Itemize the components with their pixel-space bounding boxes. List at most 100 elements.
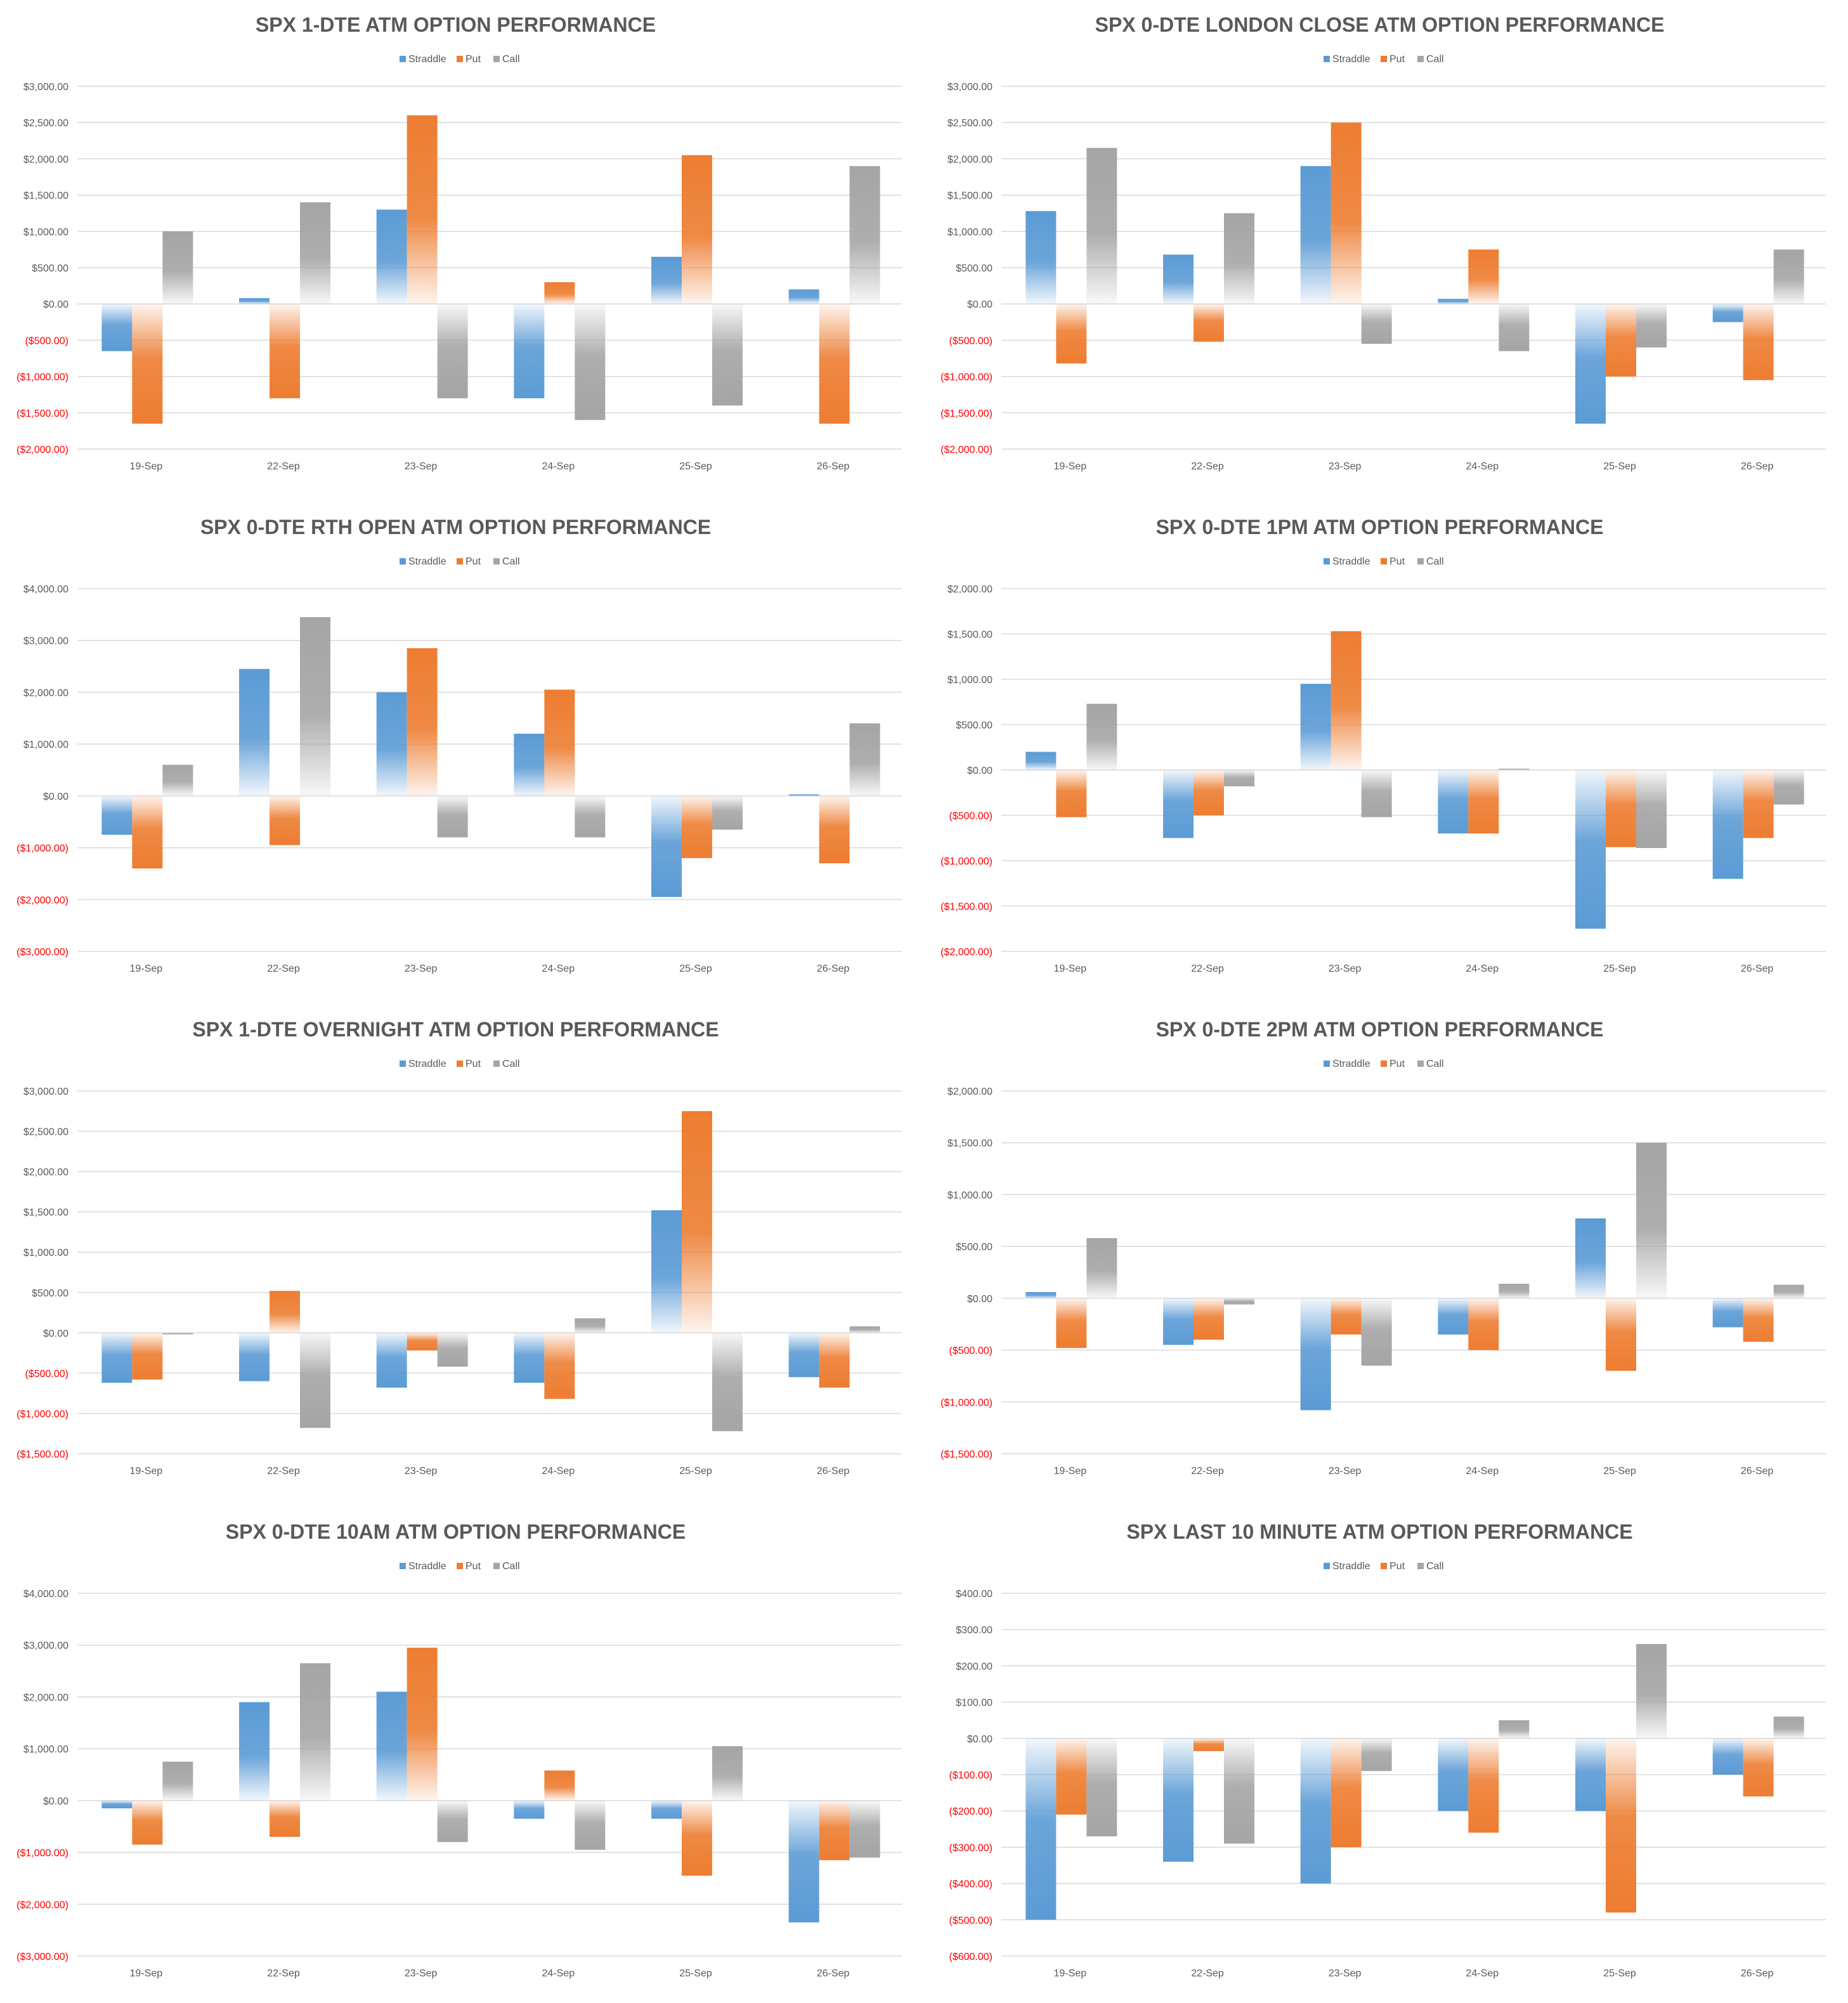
legend-swatch-straddle — [1324, 558, 1330, 564]
y-tick-label: $300.00 — [956, 1625, 992, 1636]
y-tick-label: ($1,000.00) — [16, 1848, 68, 1859]
chart-panel: SPX 0-DTE 2PM ATM OPTION PERFORMANCE Stra… — [924, 1005, 1848, 1501]
y-tick-label: ($1,000.00) — [16, 372, 68, 383]
y-tick-label: $0.00 — [43, 1328, 68, 1339]
legend-label-put: Put — [1389, 1059, 1405, 1069]
y-tick-label: ($600.00) — [949, 1952, 993, 1962]
y-tick-label: ($2,000.00) — [16, 895, 68, 906]
x-tick-label: 19-Sep — [130, 1466, 163, 1477]
legend-label-call: Call — [1426, 556, 1444, 567]
legend-label-put: Put — [465, 1561, 481, 1572]
legend-swatch-put — [1381, 1563, 1387, 1569]
bar-put — [682, 1800, 712, 1876]
bar-straddle — [1025, 1738, 1057, 1920]
bar-call — [162, 1761, 193, 1801]
x-tick-label: 26-Sep — [1741, 461, 1774, 472]
bar-put — [132, 1800, 163, 1845]
bar-put — [270, 1291, 300, 1333]
y-tick-label: ($2,000.00) — [940, 947, 992, 958]
x-tick-label: 22-Sep — [1191, 461, 1224, 472]
bar-put — [1331, 631, 1362, 770]
y-tick-label: ($2,000.00) — [16, 1900, 68, 1910]
bar-straddle — [1712, 1738, 1743, 1775]
chart-panel: SPX 0-DTE RTH OPEN ATM OPTION PERFORMANC… — [0, 502, 924, 998]
chart-panel: SPX 0-DTE 1PM ATM OPTION PERFORMANCE Stra… — [924, 502, 1848, 998]
bar-straddle — [1712, 1298, 1743, 1328]
bar-put — [1194, 1738, 1224, 1751]
bar-call — [300, 202, 330, 304]
bar-straddle — [651, 1210, 682, 1333]
bar-straddle — [1300, 166, 1331, 304]
bar-put — [1468, 1298, 1499, 1350]
bar-straddle — [1575, 304, 1606, 424]
legend-swatch-put — [1381, 558, 1387, 564]
legend-swatch-put — [457, 558, 463, 564]
bar-put — [819, 304, 850, 424]
y-tick-label: $0.00 — [967, 766, 992, 776]
legend-label-call: Call — [1426, 1561, 1444, 1572]
bar-call — [712, 1746, 743, 1801]
bar-call — [1086, 1738, 1117, 1837]
bar-straddle — [1025, 211, 1057, 304]
bar-call — [437, 304, 468, 398]
bar-put — [819, 1800, 850, 1860]
y-tick-label: $1,000.00 — [23, 1248, 68, 1258]
y-tick-label: $2,000.00 — [23, 688, 68, 698]
x-tick-label: 22-Sep — [267, 1968, 300, 1979]
x-tick-label: 22-Sep — [267, 461, 300, 472]
y-tick-label: $3,000.00 — [947, 82, 992, 93]
x-tick-label: 19-Sep — [130, 963, 163, 974]
bar-straddle — [651, 256, 682, 304]
chart-svg: SPX 0-DTE 2PM ATM OPTION PERFORMANCE Stra… — [940, 1018, 1826, 1477]
y-tick-label: ($500.00) — [949, 336, 993, 346]
chart-panel: SPX 1-DTE ATM OPTION PERFORMANCE Straddle… — [0, 0, 924, 496]
y-tick-label: $200.00 — [956, 1661, 992, 1672]
bar-straddle — [376, 1692, 407, 1801]
chart-panel: SPX LAST 10 MINUTE ATM OPTION PERFORMANC… — [924, 1507, 1848, 2003]
bar-put — [1606, 1298, 1636, 1371]
y-tick-label: $500.00 — [956, 263, 992, 274]
bar-put — [544, 1333, 575, 1399]
y-tick-label: ($1,500.00) — [940, 408, 992, 419]
bar-call — [1086, 703, 1117, 770]
chart-svg: SPX 0-DTE 1PM ATM OPTION PERFORMANCE Stra… — [940, 516, 1826, 974]
legend-swatch-call — [493, 56, 500, 62]
legend-label-call: Call — [502, 1561, 520, 1572]
x-tick-label: 19-Sep — [130, 1968, 163, 1979]
legend-label-put: Put — [1389, 1561, 1405, 1572]
legend-label-call: Call — [502, 54, 520, 65]
x-tick-label: 19-Sep — [1054, 1968, 1087, 1979]
bar-put — [682, 155, 712, 304]
y-tick-label: $1,000.00 — [23, 740, 68, 750]
y-tick-label: ($500.00) — [949, 1915, 993, 1926]
bar-put — [544, 689, 575, 796]
legend-swatch-call — [493, 1060, 500, 1067]
bar-call — [712, 795, 743, 830]
x-tick-label: 22-Sep — [1191, 963, 1224, 974]
bar-straddle — [788, 289, 819, 304]
x-tick-label: 24-Sep — [542, 963, 575, 974]
y-tick-label: ($2,000.00) — [940, 445, 992, 455]
chart-svg: SPX 0-DTE LONDON CLOSE ATM OPTION PERFOR… — [940, 13, 1826, 472]
y-tick-label: $400.00 — [956, 1589, 992, 1600]
bar-straddle — [101, 1800, 133, 1809]
bar-call — [1773, 1284, 1804, 1298]
y-tick-label: $2,500.00 — [23, 118, 68, 129]
y-tick-label: ($1,000.00) — [16, 1409, 68, 1419]
bar-straddle — [788, 1333, 819, 1378]
bar-straddle — [1025, 752, 1057, 770]
y-tick-label: $0.00 — [43, 299, 68, 310]
legend-swatch-call — [1417, 1060, 1424, 1067]
y-tick-label: $1,500.00 — [23, 191, 68, 202]
bar-call — [437, 795, 468, 838]
legend-label-straddle: Straddle — [408, 556, 446, 567]
chart-svg: SPX 1-DTE ATM OPTION PERFORMANCE Straddle… — [16, 13, 902, 472]
y-tick-label: ($3,000.00) — [16, 947, 68, 958]
y-tick-label: $0.00 — [967, 1294, 992, 1305]
bar-put — [407, 1647, 438, 1801]
y-tick-label: $100.00 — [956, 1698, 992, 1709]
bar-put — [132, 795, 163, 869]
bar-straddle — [239, 669, 270, 796]
y-tick-label: $1,000.00 — [947, 675, 992, 686]
bar-straddle — [1438, 770, 1469, 834]
